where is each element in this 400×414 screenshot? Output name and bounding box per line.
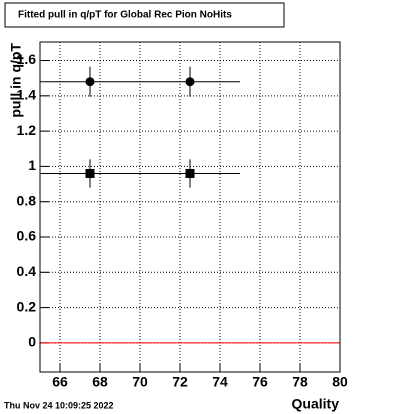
y-tick-label: 0.2 — [17, 298, 37, 314]
plot-frame — [39, 41, 341, 373]
x-tick-label: 68 — [92, 374, 108, 390]
x-tick-label: 80 — [332, 374, 348, 390]
chart-title: Fitted pull in q/pT for Global Rec Pion … — [18, 10, 232, 21]
marker — [85, 168, 95, 178]
marker — [185, 77, 195, 87]
x-tick-label: 66 — [52, 374, 68, 390]
title-box — [4, 2, 285, 28]
footer: Thu Nov 24 10:09:25 2022 — [4, 400, 114, 410]
x-tick-label: 76 — [252, 374, 268, 390]
marker — [185, 168, 195, 178]
y-tick-label: 0.8 — [17, 192, 37, 208]
x-tick-label: 72 — [172, 374, 188, 390]
y-tick-label: 0.4 — [17, 263, 37, 279]
x-tick-label: 70 — [132, 374, 148, 390]
y-tick-label: 0 — [28, 334, 36, 350]
x-tick-label: 78 — [292, 374, 308, 390]
y-tick-label: 1.6 — [17, 51, 37, 67]
x-axis-label: Quality — [292, 396, 340, 412]
y-tick-label: 1 — [28, 157, 36, 173]
x-tick-label: 74 — [212, 374, 228, 390]
marker — [85, 77, 95, 87]
y-tick-label: 0.6 — [17, 228, 37, 244]
y-tick-label: 1.4 — [17, 87, 37, 103]
y-tick-label: 1.2 — [17, 122, 37, 138]
y-axis-label: pull in q/pT — [8, 43, 24, 118]
